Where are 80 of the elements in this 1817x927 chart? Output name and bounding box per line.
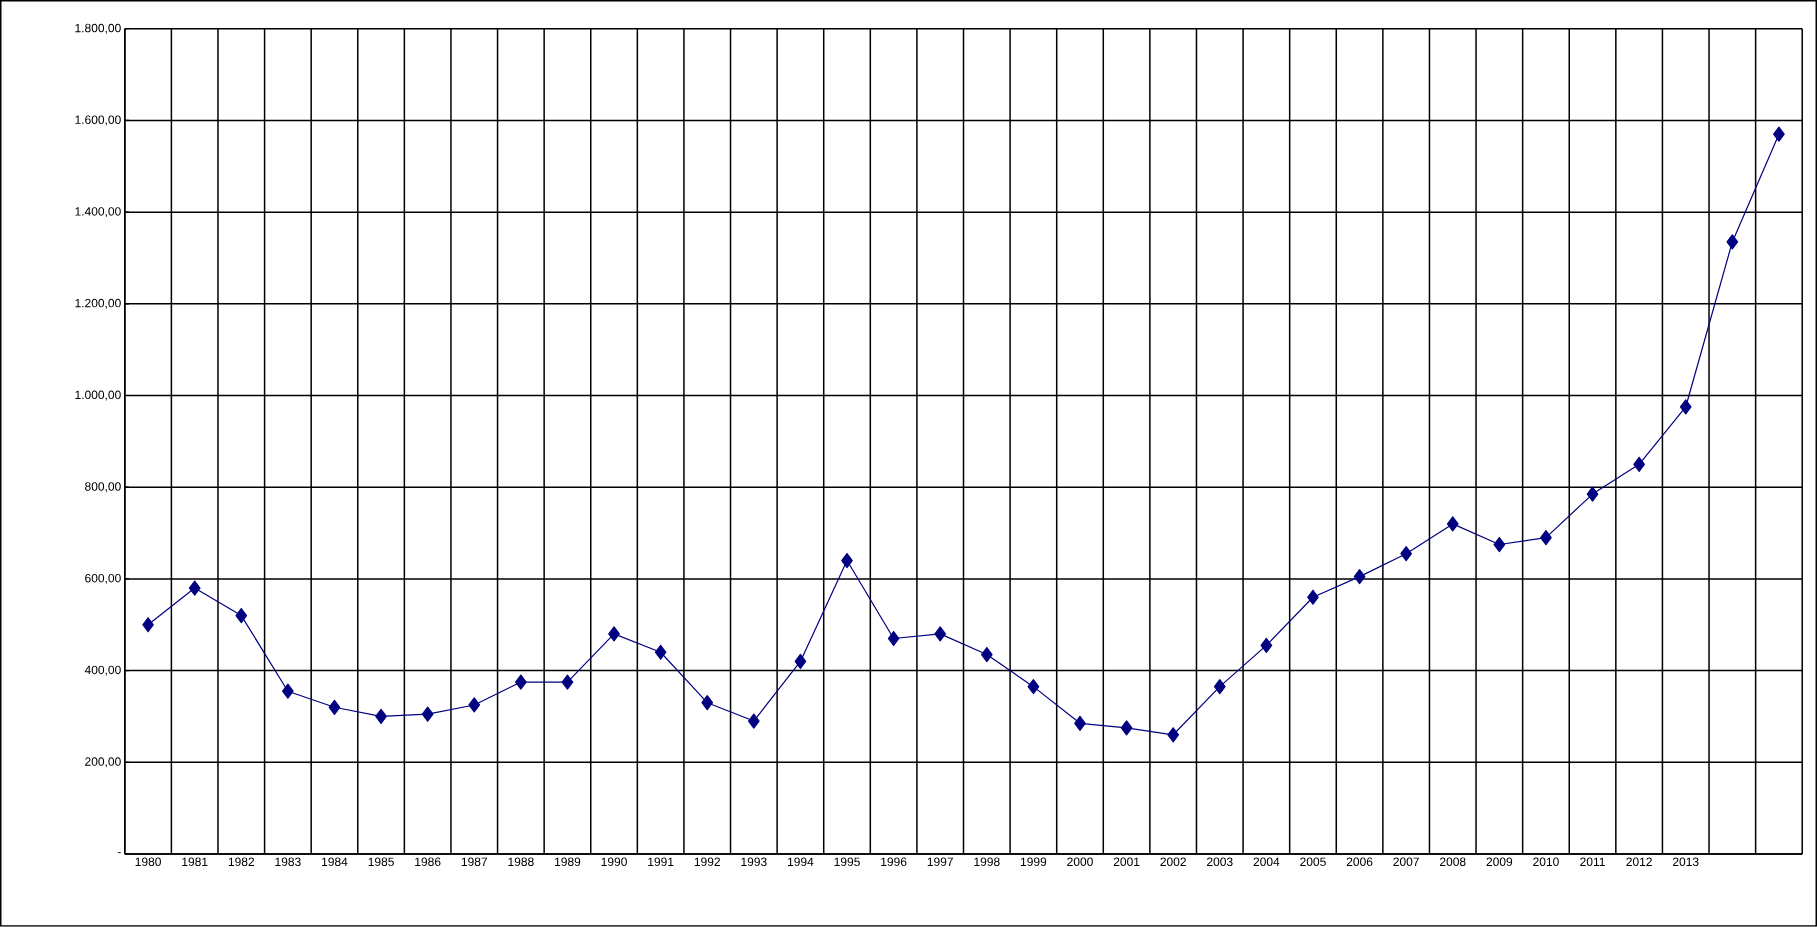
point xyxy=(1353,569,1366,585)
y-tick-label: 1.000,00 xyxy=(75,390,121,401)
point xyxy=(1307,589,1319,605)
point xyxy=(1260,637,1273,654)
x-tick-label: 2005 xyxy=(1300,857,1326,867)
point xyxy=(980,647,993,663)
y-tick-label: 800,00 xyxy=(85,482,121,493)
x-tick-label: 1980 xyxy=(135,857,161,867)
point xyxy=(1446,516,1459,532)
y-tick-label: 1.600,00 xyxy=(75,115,121,126)
point xyxy=(1679,399,1692,415)
point xyxy=(1074,715,1086,732)
x-tick-label: 1985 xyxy=(368,857,394,867)
point xyxy=(1493,537,1506,553)
x-tick-label: 1983 xyxy=(275,857,301,867)
x-tick-label: 1998 xyxy=(974,857,1000,867)
point xyxy=(1540,530,1552,546)
point xyxy=(1400,546,1413,562)
point xyxy=(887,631,900,647)
x-tick-label: 1996 xyxy=(881,857,907,867)
point xyxy=(608,626,620,642)
point xyxy=(468,697,481,713)
point xyxy=(515,674,527,690)
point xyxy=(561,674,574,690)
x-tick-label: 1999 xyxy=(1020,857,1047,867)
x-tick-label: 2000 xyxy=(1067,857,1093,867)
point xyxy=(1027,679,1040,695)
x-tick-label: 2007 xyxy=(1393,857,1419,867)
x-tick-label: 2009 xyxy=(1486,857,1513,867)
x-tick-label: 1994 xyxy=(787,857,814,867)
x-tick-label: 2001 xyxy=(1113,857,1140,867)
x-tick-label: 1989 xyxy=(555,857,581,867)
x-tick-label: 1993 xyxy=(741,857,767,867)
point xyxy=(1633,456,1645,473)
x-tick-label: 1982 xyxy=(228,857,255,867)
point xyxy=(282,683,294,699)
x-tick-label: 2013 xyxy=(1672,857,1699,867)
y-tick-label: 600,00 xyxy=(85,574,121,584)
x-tick-label: 2008 xyxy=(1440,857,1466,867)
x-tick-label: 2006 xyxy=(1346,857,1373,867)
x-tick-label: 1984 xyxy=(322,857,348,867)
point xyxy=(841,553,853,569)
y-tick-label: 1.400,00 xyxy=(75,207,121,218)
x-tick-label: 1987 xyxy=(461,857,487,867)
y-tick-label: 1.800,00 xyxy=(75,23,121,34)
point xyxy=(934,626,947,642)
y-tick-label: 400,00 xyxy=(84,665,121,676)
y-tick-label: - xyxy=(117,852,121,854)
point xyxy=(701,695,714,711)
x-tick-label: 2011 xyxy=(1580,857,1605,867)
point xyxy=(235,608,248,624)
x-tick-label: 2004 xyxy=(1253,857,1280,867)
point xyxy=(1213,679,1226,695)
point xyxy=(1586,486,1599,502)
point xyxy=(421,706,434,722)
point xyxy=(328,699,341,715)
x-tick-label: 2010 xyxy=(1533,857,1559,867)
y-tick-label: 1.200,00 xyxy=(75,299,121,309)
x-tick-label: 1992 xyxy=(694,857,720,867)
x-tick-label: 2002 xyxy=(1160,857,1186,867)
point xyxy=(654,644,667,660)
x-tick-label: 1995 xyxy=(834,857,860,867)
x-tick-label: 1988 xyxy=(508,857,534,867)
x-tick-label: 1990 xyxy=(601,857,627,867)
x-tick-label: 2003 xyxy=(1207,857,1233,867)
point xyxy=(1167,727,1180,743)
x-tick-label: 2012 xyxy=(1626,857,1652,867)
y-tick-label: 200,00 xyxy=(85,757,121,768)
x-tick-label: 1997 xyxy=(927,857,953,867)
x-tick-label: 1991 xyxy=(648,857,674,867)
point xyxy=(747,713,760,729)
point xyxy=(188,580,201,596)
x-tick-label: 1986 xyxy=(415,857,441,867)
point xyxy=(375,708,387,725)
point xyxy=(1726,234,1739,250)
point xyxy=(1773,126,1785,142)
point xyxy=(142,617,154,633)
x-tick-label: 1981 xyxy=(182,857,208,867)
point xyxy=(794,653,807,670)
point xyxy=(1120,720,1133,736)
